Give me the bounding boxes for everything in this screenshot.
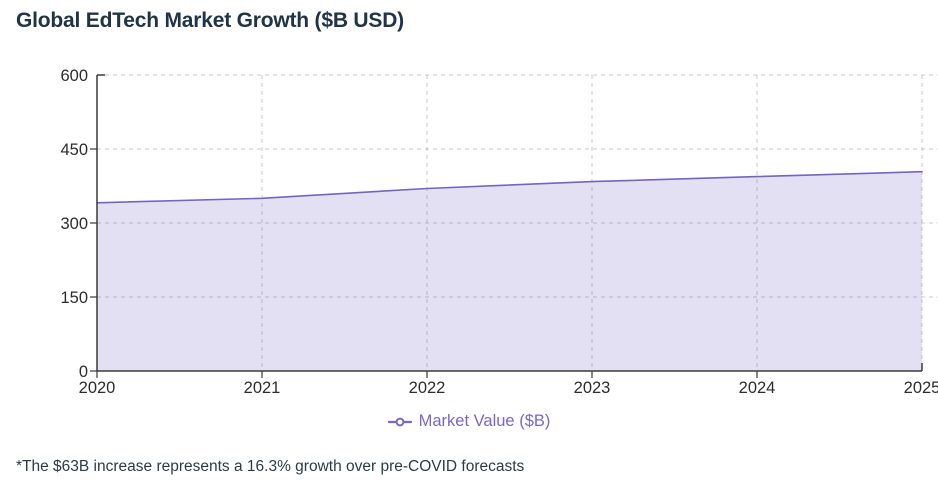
legend-item-market-value[interactable]: Market Value ($B) xyxy=(0,412,938,431)
legend-label: Market Value ($B) xyxy=(418,412,551,430)
x-tick-2020: 2020 xyxy=(79,379,116,397)
footnote-text: *The $63B increase represents a 16.3% gr… xyxy=(16,458,525,475)
y-tick-450: 450 xyxy=(60,141,88,159)
x-tick-2024: 2024 xyxy=(739,379,776,397)
x-tick-marks xyxy=(96,371,758,378)
x-axis-labels: 2020 2021 2022 2023 2024 2025 xyxy=(79,379,938,397)
x-tick-2023: 2023 xyxy=(574,379,611,397)
market-value-line xyxy=(96,170,923,204)
y-tick-600: 600 xyxy=(60,67,88,85)
x-tick-2022: 2022 xyxy=(409,379,446,397)
y-axis-labels: 600 450 300 150 0 xyxy=(60,67,88,381)
x-tick-2025: 2025 xyxy=(904,379,938,397)
vertical-gridlines xyxy=(261,75,923,371)
y-tick-0: 0 xyxy=(79,363,88,381)
y-tick-marks xyxy=(90,148,97,372)
line-circle-marker-icon xyxy=(387,417,412,426)
x-tick-2021: 2021 xyxy=(244,379,281,397)
y-tick-150: 150 xyxy=(60,289,88,307)
edtech-growth-chart: 600 450 300 150 0 2020 2021 2022 2023 20… xyxy=(60,67,938,397)
y-tick-300: 300 xyxy=(60,215,88,233)
market-value-area xyxy=(97,171,922,371)
chart-title: Global EdTech Market Growth ($B USD) xyxy=(16,9,404,32)
